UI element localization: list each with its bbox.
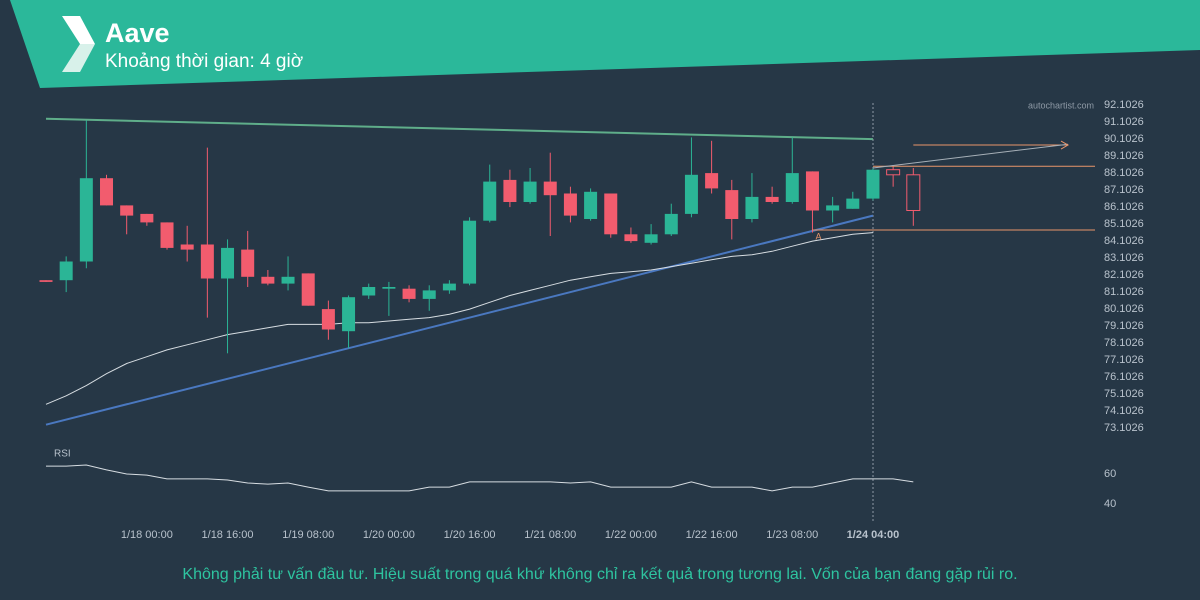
y-tick-label: 74.1026 xyxy=(1104,405,1144,417)
y-tick-label: 88.1026 xyxy=(1104,167,1144,179)
candle-body xyxy=(725,190,739,219)
candle-body xyxy=(362,287,376,296)
candle-body xyxy=(826,205,840,211)
header-banner xyxy=(10,0,1200,88)
subtitle: Khoảng thời gian: 4 giờ xyxy=(105,51,303,72)
y-tick-label: 76.1026 xyxy=(1104,371,1144,383)
y-tick-label: 73.1026 xyxy=(1104,422,1144,434)
candle-body xyxy=(624,234,638,242)
y-tick-label: 83.1026 xyxy=(1104,252,1144,264)
watermark: autochartist.com xyxy=(1028,100,1094,110)
y-tick-label: 78.1026 xyxy=(1104,337,1144,349)
logo xyxy=(62,44,95,72)
candle-body xyxy=(644,234,658,243)
candle-body xyxy=(705,173,719,189)
candle-body xyxy=(745,196,759,219)
x-tick-label: 1/22 00:00 xyxy=(605,529,657,541)
x-tick-label: 1/22 16:00 xyxy=(686,529,738,541)
y-tick-label: 81.1026 xyxy=(1104,286,1144,298)
y-tick-label: 86.1026 xyxy=(1104,201,1144,213)
y-tick-label: 85.1026 xyxy=(1104,218,1144,230)
rsi-tick-label: 60 xyxy=(1104,468,1116,480)
x-tick-label: 1/23 08:00 xyxy=(766,529,818,541)
candle-body xyxy=(79,178,93,262)
x-tick-label: 1/20 16:00 xyxy=(444,529,496,541)
y-tick-label: 91.1026 xyxy=(1104,116,1144,128)
candle-body xyxy=(200,244,214,279)
candle-body xyxy=(523,181,537,202)
candle-body xyxy=(886,169,901,176)
candle-body xyxy=(664,213,678,235)
y-tick-label: 90.1026 xyxy=(1104,133,1144,145)
candle-body xyxy=(100,178,114,206)
candle-body xyxy=(543,181,557,196)
candle-body xyxy=(785,173,799,202)
candle-body xyxy=(846,198,860,209)
y-tick-label: 75.1026 xyxy=(1104,388,1144,400)
candle-body xyxy=(563,193,577,216)
candle-body xyxy=(483,181,497,221)
y-tick-label: 79.1026 xyxy=(1104,320,1144,332)
candle-body xyxy=(281,276,295,284)
y-tick-label: 87.1026 xyxy=(1104,184,1144,196)
candle-body xyxy=(442,283,456,291)
projection-line xyxy=(872,143,1069,169)
y-tick-label: 84.1026 xyxy=(1104,235,1144,247)
candle-body xyxy=(261,276,275,284)
candle-body xyxy=(765,196,779,202)
candle-body xyxy=(241,249,255,277)
candle-body xyxy=(866,169,880,199)
x-tick-label: 1/24 04:00 xyxy=(847,529,900,541)
pattern-label: A xyxy=(815,231,821,241)
y-tick-label: 92.1026 xyxy=(1104,99,1144,111)
candle-body xyxy=(180,244,194,250)
y-tick-label: 89.1026 xyxy=(1104,150,1144,162)
candle-body xyxy=(321,309,335,330)
candle-body xyxy=(604,193,618,235)
disclaimer: Không phải tư vấn đầu tư. Hiệu suất tron… xyxy=(182,566,1017,583)
candle-body xyxy=(160,222,174,248)
candle-body xyxy=(402,288,416,299)
x-tick-label: 1/18 16:00 xyxy=(202,529,254,541)
candle-body xyxy=(463,220,477,284)
candle-body xyxy=(422,290,436,299)
candle-body xyxy=(221,247,235,279)
rsi-tick-label: 40 xyxy=(1104,498,1116,510)
target-arrow xyxy=(1060,140,1070,150)
candle-body xyxy=(301,273,315,306)
candle-body xyxy=(684,174,698,214)
candle-body xyxy=(503,179,517,202)
title: Aave xyxy=(105,18,170,48)
rsi-line xyxy=(46,464,914,492)
y-tick-label: 80.1026 xyxy=(1104,303,1144,315)
logo xyxy=(62,16,95,44)
candle-body xyxy=(59,261,73,281)
x-tick-label: 1/19 08:00 xyxy=(282,529,334,541)
x-tick-label: 1/18 00:00 xyxy=(121,529,173,541)
moving-average xyxy=(45,232,874,405)
support-line xyxy=(45,214,874,426)
candle-body xyxy=(342,297,356,332)
candle-body xyxy=(120,205,134,216)
x-tick-label: 1/21 08:00 xyxy=(524,529,576,541)
candle-body xyxy=(805,171,819,211)
y-tick-label: 82.1026 xyxy=(1104,269,1144,281)
candle-body xyxy=(906,174,921,212)
candle-body xyxy=(382,287,396,289)
candle-body xyxy=(140,213,154,223)
candle-body xyxy=(39,280,53,282)
resistance-line xyxy=(45,117,873,141)
rsi-label: RSI xyxy=(54,449,71,460)
x-tick-label: 1/20 00:00 xyxy=(363,529,415,541)
y-tick-label: 77.1026 xyxy=(1104,354,1144,366)
candle-body xyxy=(584,191,598,219)
